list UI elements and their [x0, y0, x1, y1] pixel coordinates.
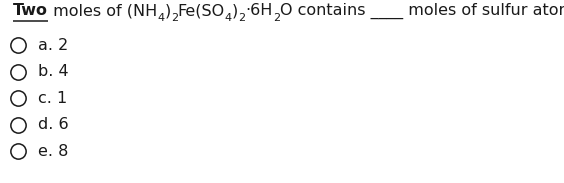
Text: ): ) — [232, 3, 238, 18]
Text: d. 6: d. 6 — [38, 117, 69, 132]
Text: ): ) — [164, 3, 171, 18]
Text: c. 1: c. 1 — [38, 91, 67, 106]
Text: O contains ____ moles of sulfur atoms.: O contains ____ moles of sulfur atoms. — [280, 3, 564, 19]
Text: 4: 4 — [225, 12, 232, 23]
Text: 2: 2 — [238, 12, 245, 23]
Text: Fe(SO: Fe(SO — [178, 3, 225, 18]
Text: b. 4: b. 4 — [38, 64, 69, 79]
Text: 2: 2 — [171, 12, 178, 23]
Text: ·6H: ·6H — [245, 3, 273, 18]
Text: Two: Two — [13, 3, 48, 18]
Text: moles of (NH: moles of (NH — [48, 3, 157, 18]
Text: e. 8: e. 8 — [38, 143, 68, 158]
Text: a. 2: a. 2 — [38, 38, 68, 53]
Text: 4: 4 — [157, 12, 164, 23]
Text: 2: 2 — [273, 12, 280, 23]
